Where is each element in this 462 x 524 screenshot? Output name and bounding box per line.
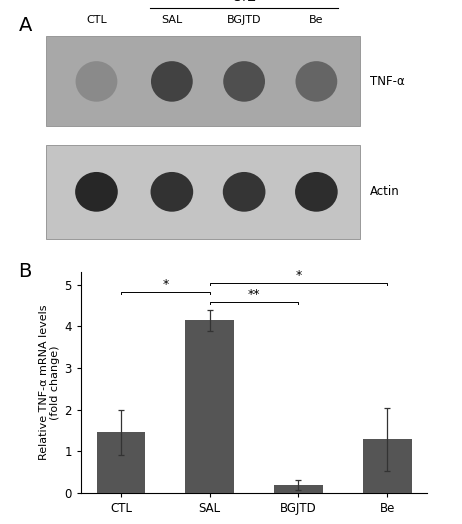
Text: Be: Be [309,15,323,25]
Text: TNF-α: TNF-α [370,75,405,88]
Ellipse shape [76,61,117,102]
Ellipse shape [296,61,337,102]
Bar [363,440,412,493]
Text: **: ** [248,288,261,301]
Text: *: * [162,278,169,291]
Ellipse shape [151,172,193,212]
Ellipse shape [223,61,265,102]
FancyBboxPatch shape [46,36,360,126]
Ellipse shape [75,172,118,212]
Text: SAL: SAL [161,15,182,25]
FancyBboxPatch shape [46,145,360,239]
Text: BGJTD: BGJTD [227,15,261,25]
Text: A: A [18,16,32,35]
Bar [274,485,323,493]
Y-axis label: Relative TNF-α mRNA levels
(fold change): Relative TNF-α mRNA levels (fold change) [38,305,60,460]
Bar [97,432,146,493]
Text: Actin: Actin [370,185,400,199]
Ellipse shape [295,172,338,212]
Ellipse shape [223,172,266,212]
Text: STZ: STZ [233,0,255,4]
Text: CTL: CTL [86,15,107,25]
Text: *: * [295,269,302,281]
Bar [185,320,234,493]
Ellipse shape [151,61,193,102]
Text: B: B [18,262,32,281]
